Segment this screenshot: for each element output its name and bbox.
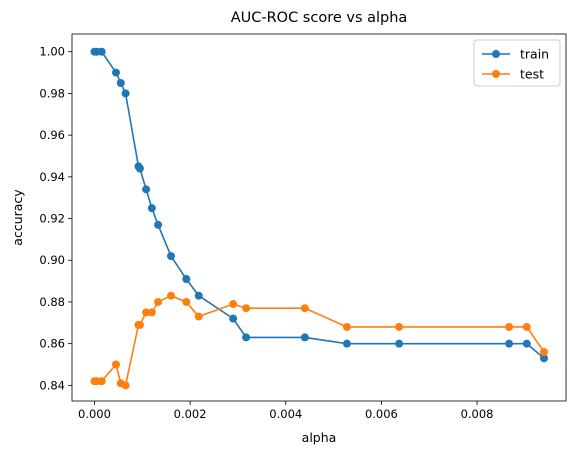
data-point-train [166,252,175,261]
series-test [90,291,549,390]
chart-title: AUC-ROC score vs alpha [231,10,408,26]
data-point-test [395,322,404,331]
data-point-test [121,381,130,390]
data-point-test [194,312,203,321]
y-tick-label: 0.90 [39,253,65,267]
data-point-train [111,68,120,77]
data-point-test [505,322,514,331]
data-point-test [166,291,175,300]
x-axis-label: alpha [302,430,337,445]
series-train [90,47,549,363]
plot-area [71,33,567,402]
data-point-train [135,164,144,173]
y-tick-label: 0.98 [39,86,65,100]
legend-marker [492,70,500,78]
data-point-test [97,377,106,386]
data-point-test [242,304,251,313]
y-tick-label: 0.88 [39,295,65,309]
data-point-train [242,333,251,342]
legend: train test [473,39,561,87]
legend-item-train: train [482,47,549,62]
x-tick-label: 0.004 [269,407,302,421]
data-point-train [121,89,130,98]
data-point-train [505,339,514,348]
data-point-test [111,360,120,369]
y-tick-label: 0.92 [39,212,65,226]
data-point-train [229,314,238,323]
y-tick-label: 0.84 [39,378,65,392]
series-line-test [94,294,545,387]
data-point-train [182,275,191,284]
data-point-test [540,347,549,356]
legend-item-test: test [482,67,544,82]
legend-label: train [520,47,549,62]
data-point-train [97,47,106,56]
legend-marker [492,50,500,58]
data-point-test [522,322,531,331]
plot-frame [71,33,567,402]
series-line-train [94,50,545,359]
data-point-test [154,297,163,306]
data-point-train [154,220,163,229]
data-point-test [147,308,156,317]
data-point-test [300,304,309,313]
data-point-train [142,185,151,194]
data-point-test [342,322,351,331]
y-tick-label: 1.00 [39,45,65,59]
series-layer [90,47,549,390]
data-point-train [522,339,531,348]
y-tick-label: 0.94 [39,170,65,184]
y-axis: 0.84 0.86 0.88 0.90 0.92 0.94 0.96 0.98 1.00 [39,45,72,392]
data-point-train [395,339,404,348]
x-axis: 0.000 0.002 0.004 0.006 0.008 [78,401,494,421]
y-tick-label: 0.96 [39,128,65,142]
y-tick-label: 0.86 [39,337,65,351]
data-point-train [147,204,156,213]
data-point-train [194,291,203,300]
legend-label: test [520,67,544,82]
data-point-test [229,300,238,309]
x-tick-label: 0.002 [174,407,207,421]
data-point-train [116,79,125,88]
data-point-test [142,308,151,317]
data-point-train [540,354,549,363]
y-axis-label: accuracy [10,189,25,246]
x-tick-label: 0.008 [461,407,494,421]
x-tick-label: 0.006 [365,407,398,421]
data-point-test [182,297,191,306]
data-point-train [342,339,351,348]
x-tick-label: 0.000 [78,407,111,421]
data-point-train [300,333,309,342]
data-point-test [135,320,144,329]
